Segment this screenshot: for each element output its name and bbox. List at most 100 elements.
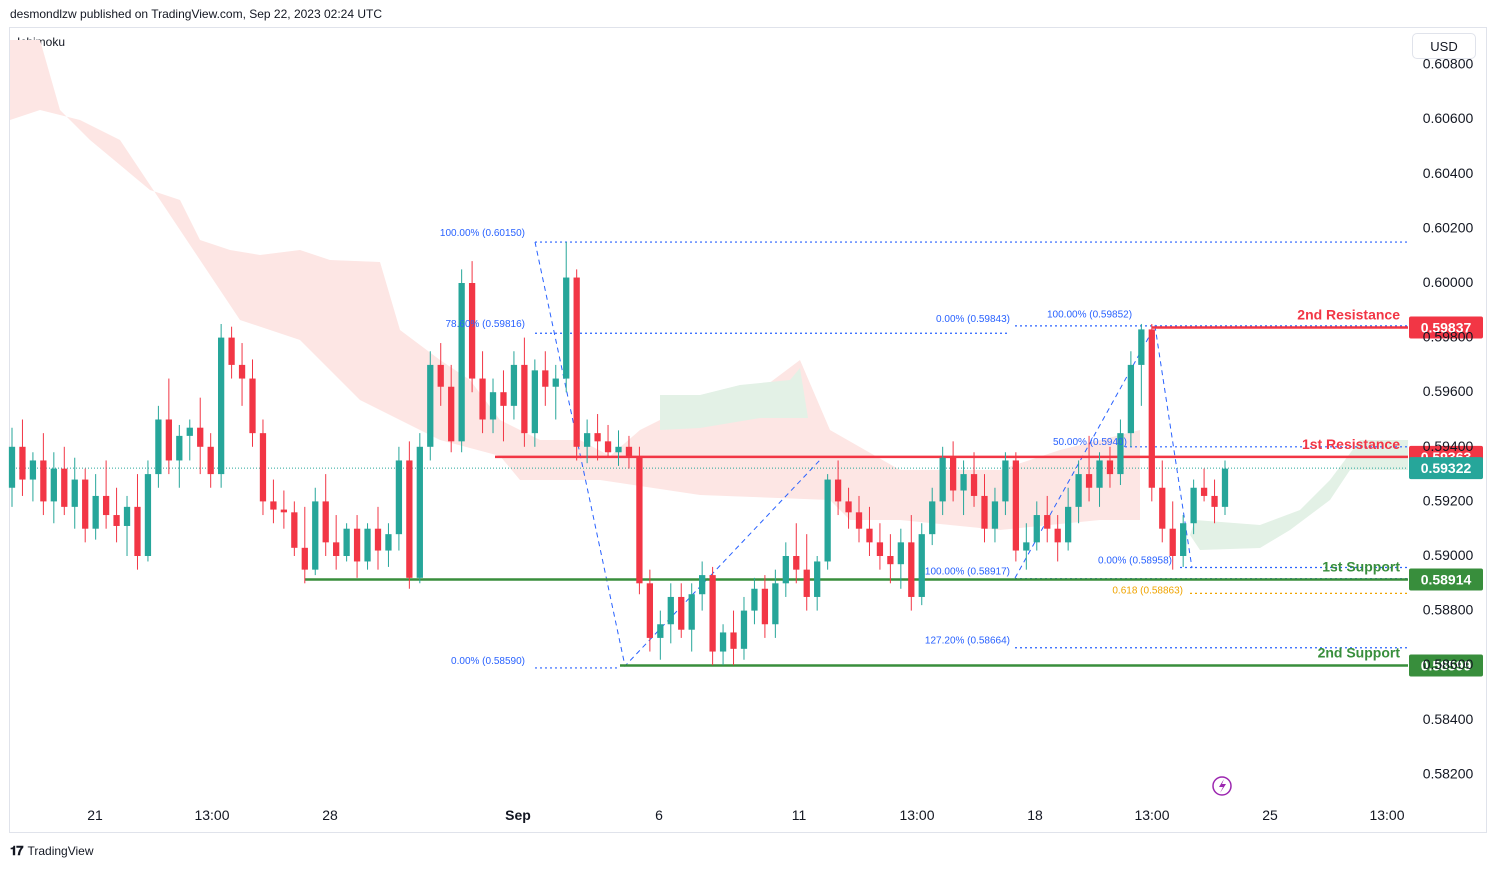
candle-body[interactable] [604, 441, 612, 453]
candle-body[interactable] [40, 460, 47, 502]
candle-body[interactable] [866, 528, 873, 543]
candle-body[interactable] [322, 501, 329, 543]
candle-body[interactable] [50, 468, 57, 502]
chart-frame[interactable] [9, 27, 1487, 833]
candle-body[interactable] [510, 364, 518, 406]
candle-body[interactable] [500, 392, 507, 406]
candle-body[interactable] [228, 337, 235, 365]
candle-body[interactable] [719, 632, 727, 652]
candle-body[interactable] [395, 460, 403, 535]
candle-body[interactable] [1044, 515, 1051, 529]
candle-body[interactable] [949, 457, 957, 491]
candle-body[interactable] [834, 479, 842, 502]
candle-body[interactable] [71, 479, 78, 507]
candle-body[interactable] [458, 283, 465, 442]
candle-body[interactable] [1127, 364, 1135, 434]
candle-body[interactable] [123, 506, 131, 526]
candle-body[interactable] [1200, 487, 1208, 496]
candle-body[interactable] [468, 283, 476, 379]
candle-body[interactable] [751, 588, 758, 611]
candle-body[interactable] [981, 495, 988, 529]
candle-body[interactable] [270, 501, 277, 510]
candle-body[interactable] [1002, 460, 1009, 502]
candle-body[interactable] [646, 583, 654, 638]
candle-body[interactable] [709, 575, 716, 652]
candle-body[interactable] [301, 547, 308, 570]
candle-body[interactable] [814, 561, 821, 597]
candle-body[interactable] [761, 588, 769, 625]
candle-body[interactable] [8, 446, 16, 488]
candle-body[interactable] [793, 556, 800, 570]
candle-body[interactable] [772, 583, 779, 625]
candle-body[interactable] [1065, 506, 1072, 543]
candle-body[interactable] [343, 528, 350, 556]
candle-body[interactable] [479, 378, 486, 420]
candle-body[interactable] [688, 594, 695, 630]
currency-button[interactable]: USD [1412, 33, 1476, 59]
candle-body[interactable] [207, 446, 214, 475]
candle-body[interactable] [970, 474, 978, 496]
candle-body[interactable] [855, 512, 863, 529]
candle-body[interactable] [238, 364, 246, 379]
candle-body[interactable] [542, 370, 549, 387]
candle-body[interactable] [1106, 460, 1114, 475]
candle-body[interactable] [929, 501, 936, 535]
candle-body[interactable] [353, 528, 361, 562]
candle-body[interactable] [406, 460, 413, 578]
candle-body[interactable] [1085, 474, 1093, 488]
candle-body[interactable] [1180, 523, 1187, 556]
candle-body[interactable] [1169, 528, 1176, 556]
candle-body[interactable] [259, 433, 267, 502]
candle-body[interactable] [165, 419, 172, 461]
candle-body[interactable] [845, 501, 852, 513]
candle-body[interactable] [92, 495, 99, 529]
candle-body[interactable] [1054, 528, 1061, 543]
lightning-icon[interactable] [1212, 776, 1232, 796]
candle-body[interactable] [280, 509, 288, 513]
candle-body[interactable] [803, 569, 810, 597]
candle-body[interactable] [531, 370, 538, 434]
candle-body[interactable] [667, 596, 674, 625]
candle-body[interactable] [876, 542, 884, 556]
candle-body[interactable] [333, 542, 340, 556]
candle-body[interactable] [1023, 542, 1030, 551]
candle-body[interactable] [437, 364, 444, 387]
candle-body[interactable] [552, 378, 559, 387]
candle-body[interactable] [448, 386, 455, 442]
candle-body[interactable] [730, 632, 737, 649]
candle-body[interactable] [249, 378, 256, 434]
candle-body[interactable] [521, 364, 528, 434]
candle-body[interactable] [19, 446, 26, 480]
candle-body[interactable] [625, 446, 633, 458]
candle-body[interactable] [134, 506, 141, 556]
candle-body[interactable] [113, 515, 120, 526]
candle-body[interactable] [1117, 433, 1124, 475]
candle-body[interactable] [740, 610, 748, 649]
candle-body[interactable] [1012, 460, 1019, 551]
candle-body[interactable] [594, 433, 601, 442]
candle-body[interactable] [782, 556, 789, 584]
candle-body[interactable] [291, 512, 298, 548]
candle-body[interactable] [939, 457, 946, 502]
candle-body[interactable] [887, 556, 894, 565]
candle-body[interactable] [427, 364, 434, 447]
candle-body[interactable] [1096, 460, 1103, 488]
candle-body[interactable] [489, 392, 497, 420]
candle-body[interactable] [573, 277, 580, 447]
candle-body[interactable] [615, 446, 622, 453]
candle-body[interactable] [61, 468, 68, 507]
candle-body[interactable] [416, 446, 423, 578]
candle-body[interactable] [155, 419, 162, 475]
candle-body[interactable] [29, 460, 37, 480]
candle-body[interactable] [144, 474, 152, 556]
candle-body[interactable] [218, 337, 225, 475]
candle-body[interactable] [699, 575, 706, 595]
candle-body[interactable] [897, 542, 904, 565]
candle-body[interactable] [1159, 487, 1166, 529]
candle-body[interactable] [186, 427, 193, 436]
candle-body[interactable] [82, 479, 89, 529]
candle-body[interactable] [1138, 329, 1145, 365]
candle-body[interactable] [1211, 495, 1218, 507]
candle-body[interactable] [657, 624, 664, 638]
